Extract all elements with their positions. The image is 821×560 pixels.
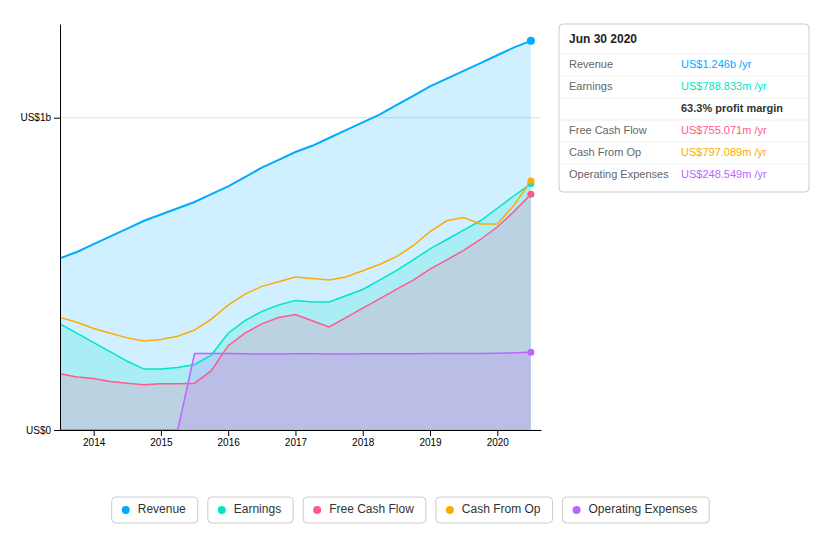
tooltip-label: Free Cash Flow [569, 124, 647, 136]
tooltip-separator [559, 98, 809, 99]
tooltip-label: Operating Expenses [569, 168, 669, 180]
tooltip-title: Jun 30 2020 [569, 32, 637, 46]
legend-label: Revenue [138, 502, 186, 516]
legend-box [208, 497, 293, 523]
y-tick-mark [54, 430, 60, 431]
legend-label: Free Cash Flow [329, 502, 414, 516]
y-tick: US$1b [20, 112, 60, 123]
line [60, 181, 531, 341]
legend-item: Earnings [208, 497, 293, 523]
tooltip-separator [559, 54, 809, 55]
x-tick-mark [228, 430, 229, 436]
end-dot [527, 178, 534, 185]
tooltip-value: US$248.549m /yr [681, 168, 767, 180]
legend-box [436, 497, 553, 523]
x-tick: 2018 [352, 430, 375, 448]
legend-box [303, 497, 426, 523]
tooltip-value: US$755.071m /yr [681, 124, 767, 136]
end-dot [527, 191, 534, 198]
x-axis-line [61, 430, 542, 431]
legend-label: Earnings [234, 502, 281, 516]
tooltip: Jun 30 2020 Revenue US$1.246b /yr Earnings U… [559, 24, 809, 192]
area [60, 184, 531, 430]
x-tick-mark [363, 430, 364, 436]
x-tick-mark [295, 430, 296, 436]
x-tick: 2020 [487, 430, 510, 448]
x-tick: 2015 [150, 430, 173, 448]
area [60, 194, 531, 430]
y-tick-label: US$1b [20, 112, 51, 123]
y-axis-line [60, 25, 61, 431]
x-tick: 2017 [285, 430, 308, 448]
x-tick-label: 2018 [352, 437, 375, 448]
tooltip-value: US$1.246b /yr [681, 58, 752, 70]
legend-swatch [446, 506, 454, 514]
plot: 2014 2015 2016 2017 2018 2019 2020 US$0 US$1b [20, 25, 541, 449]
legend-swatch [122, 506, 130, 514]
tooltip-value: US$788.833m /yr [681, 80, 767, 92]
legend-swatch [313, 506, 321, 514]
legend-item: Operating Expenses [563, 497, 710, 523]
x-tick-mark [430, 430, 431, 436]
tooltip-value: US$797.089m /yr [681, 146, 767, 158]
x-tick: 2019 [419, 430, 442, 448]
legend: Revenue Earnings Free Cash Flow Cash From O… [112, 497, 710, 523]
x-axis: 2014 2015 2016 2017 2018 2019 2020 [61, 430, 542, 448]
y-tick-label: US$0 [26, 425, 51, 436]
x-tick: 2016 [218, 430, 241, 448]
tooltip-value: 63.3% profit margin [681, 102, 783, 114]
legend-item: Free Cash Flow [303, 497, 426, 523]
x-tick-mark [497, 430, 498, 436]
area [60, 41, 531, 430]
legend-box [112, 497, 198, 523]
y-axis: US$0 US$1b [20, 25, 60, 436]
legend-box [563, 497, 710, 523]
y-tick-mark [54, 118, 60, 119]
tooltip-separator [559, 120, 809, 121]
x-tick-label: 2014 [83, 437, 106, 448]
tooltip-label: Cash From Op [569, 146, 641, 158]
x-tick-mark [161, 430, 162, 436]
y-tick: US$0 [26, 425, 60, 436]
x-tick-label: 2016 [218, 437, 241, 448]
tooltip-box [559, 24, 809, 192]
x-tick-label: 2020 [487, 437, 510, 448]
x-tick: 2014 [83, 430, 106, 448]
line [60, 41, 531, 258]
legend-label: Cash From Op [462, 502, 541, 516]
x-tick-label: 2015 [150, 437, 173, 448]
legend-swatch [218, 506, 226, 514]
x-tick-mark [94, 430, 95, 436]
chart: 2014 2015 2016 2017 2018 2019 2020 US$0 US$1b Jun… [0, 0, 821, 560]
end-dot [527, 37, 535, 45]
legend-item: Revenue [112, 497, 198, 523]
x-tick-label: 2017 [285, 437, 308, 448]
area [60, 352, 531, 430]
legend-swatch [573, 506, 581, 514]
tooltip-separator [559, 164, 809, 165]
tooltip-label: Earnings [569, 80, 613, 92]
tooltip-separator [559, 76, 809, 77]
x-tick-label: 2019 [419, 437, 442, 448]
data-marks [60, 37, 535, 430]
tooltip-separator [559, 142, 809, 143]
legend-item: Cash From Op [436, 497, 553, 523]
legend-label: Operating Expenses [589, 502, 698, 516]
line [60, 352, 531, 430]
end-dot [527, 349, 534, 356]
tooltip-label: Revenue [569, 58, 613, 70]
line [60, 194, 531, 385]
